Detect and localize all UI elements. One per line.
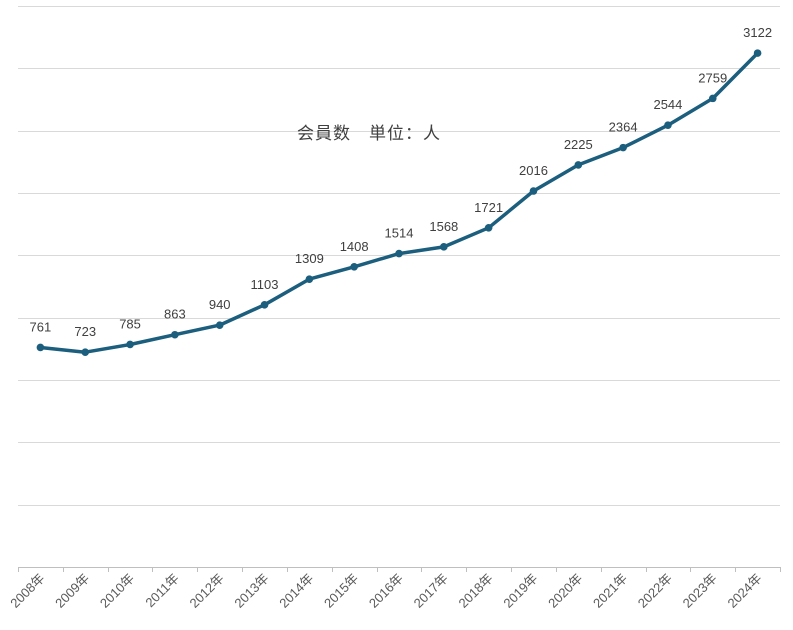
x-tick-label: 2022年 xyxy=(635,571,675,611)
data-point xyxy=(395,249,403,258)
data-label: 1309 xyxy=(295,251,324,266)
data-point xyxy=(126,340,134,349)
data-label: 2016 xyxy=(519,163,548,178)
data-label: 1103 xyxy=(251,277,279,292)
x-tick-label: 2011年 xyxy=(142,571,182,611)
x-tick-label: 2023年 xyxy=(680,571,720,611)
x-tick-label: 2016年 xyxy=(366,571,406,611)
data-label: 2364 xyxy=(609,120,638,135)
data-label: 940 xyxy=(209,297,231,312)
data-label: 2225 xyxy=(564,137,593,152)
data-point xyxy=(260,301,269,309)
x-tick-label: 2012年 xyxy=(187,571,227,611)
x-tick-label: 2018年 xyxy=(456,571,496,611)
data-point xyxy=(619,143,627,152)
x-tick-label: 2021年 xyxy=(590,571,630,611)
data-label: 761 xyxy=(30,319,52,334)
data-label: 3122 xyxy=(743,25,772,40)
data-label: 723 xyxy=(74,324,96,339)
x-tick-label: 2020年 xyxy=(545,571,585,611)
data-label: 1514 xyxy=(385,226,414,241)
data-label: 863 xyxy=(164,307,186,322)
data-point xyxy=(350,263,358,271)
x-tick-labels: 2008年 2009年 2010年 2011年 2012年 2013年 2014年 2015年… xyxy=(7,571,764,611)
data-point xyxy=(215,321,224,329)
data-point xyxy=(708,94,717,103)
x-tick-label: 2009年 xyxy=(52,571,92,611)
data-label: 1408 xyxy=(340,239,369,254)
data-point xyxy=(81,348,90,356)
x-tick-label: 2015年 xyxy=(321,571,361,611)
chart-title: 会員数 単位：人 xyxy=(297,124,441,144)
x-axis xyxy=(18,567,781,572)
x-tick-label: 2008年 xyxy=(7,571,47,611)
series-line xyxy=(38,51,760,354)
data-labels: 761 723 785 863 940 1103 1309 1408 1514 1568 1721 2… xyxy=(30,25,772,339)
data-label: 1568 xyxy=(429,219,458,234)
series-group xyxy=(36,49,762,356)
data-label: 1721 xyxy=(474,200,503,215)
data-point xyxy=(440,243,448,251)
data-label: 2544 xyxy=(653,97,682,112)
data-point xyxy=(484,223,493,232)
data-point xyxy=(753,49,762,57)
data-point xyxy=(171,330,179,339)
data-label: 2759 xyxy=(698,70,727,85)
data-point xyxy=(36,343,45,352)
x-tick-label: 2017年 xyxy=(411,571,451,611)
data-label: 785 xyxy=(119,316,141,331)
data-point xyxy=(574,161,583,169)
data-point xyxy=(664,121,672,129)
x-tick-label: 2013年 xyxy=(231,571,271,611)
x-tick-label: 2014年 xyxy=(276,571,316,611)
data-point xyxy=(529,187,538,195)
x-tick-label: 2010年 xyxy=(97,571,137,611)
x-tick-label: 2024年 xyxy=(724,571,764,611)
x-tick-label: 2019年 xyxy=(500,571,540,611)
data-point xyxy=(305,275,314,283)
